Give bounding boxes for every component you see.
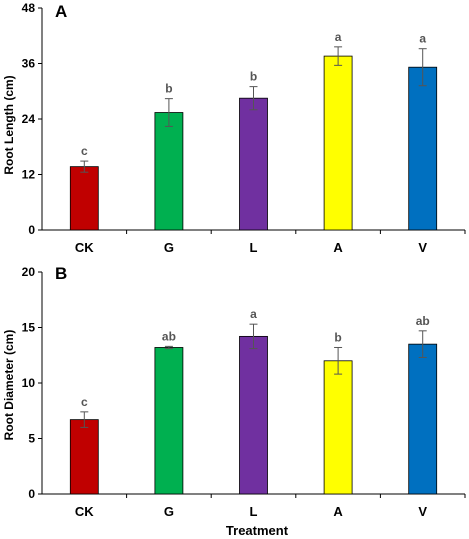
panel-a-bar-g — [154, 112, 184, 231]
panel-a-bar-l — [239, 97, 268, 231]
panel-a-y-tick-label: 12 — [22, 168, 36, 182]
panel-a-y-axis-label: Root Length (cm) — [2, 75, 16, 174]
panel-a-error-bar-v — [418, 48, 427, 87]
panel-a-category-label: CK — [75, 240, 94, 255]
panel-b-significance-label: ab — [416, 314, 430, 328]
panel-a-error-bar-ck — [80, 160, 89, 173]
panel-b-category-label: L — [250, 504, 258, 519]
panel-b-error-bar-a — [334, 346, 343, 375]
panel-b-significance-label: c — [81, 395, 88, 409]
panel-b-category-label: G — [164, 504, 174, 519]
panel-a-bar-ck — [69, 166, 99, 231]
panel-b-error-bar-v — [418, 330, 427, 358]
panel-b-bar-a — [323, 360, 353, 495]
panel-a-significance-label: a — [335, 30, 342, 44]
panel-b-y-tick-label: 20 — [22, 265, 36, 279]
panel-b-y-tick-label: 5 — [28, 432, 35, 446]
panel-b-bar-v — [408, 343, 438, 495]
panel-b-y-tick-label: 0 — [28, 487, 35, 501]
panel-b-error-bar-l — [249, 323, 258, 350]
panel-b-significance-label: a — [250, 307, 257, 321]
panel-a-bar-a — [323, 55, 353, 231]
panel-a-y-tick-label: 24 — [22, 112, 36, 126]
panel-a-significance-label: a — [419, 32, 426, 46]
panel-a-significance-label: b — [165, 82, 172, 96]
panel-b-bar-ck — [69, 419, 99, 495]
panel-a-category-label: V — [418, 240, 427, 255]
panel-a-letter: A — [55, 2, 67, 21]
panel-b-significance-label: b — [334, 330, 341, 344]
panel-a-plot: 0 12 24 36 48 c CK b Gb La Aa V — [22, 1, 466, 255]
panel-a-bar-v — [408, 66, 438, 231]
panel-b-bar-g — [154, 347, 184, 495]
panel-b-y-tick-label: 15 — [22, 321, 36, 335]
panel-b-bar-l — [239, 335, 268, 495]
panel-a-error-bar-l — [249, 86, 258, 111]
panel-a-y-tick-label: 0 — [28, 223, 35, 237]
panel-a-significance-label: c — [81, 144, 88, 158]
panel-a-significance-label: b — [250, 70, 257, 84]
panel-a-category-label: G — [164, 240, 174, 255]
panel-a-error-bar-a — [334, 46, 343, 66]
panel-b-plot: 0 5 10 15 20 c CK ab Ga Lb Aab V — [22, 265, 466, 519]
panel-b-category-label: CK — [75, 504, 94, 519]
panel-a-y-tick-label: 36 — [22, 57, 36, 71]
panel-a-category-label: A — [333, 240, 343, 255]
panel-b-category-label: V — [418, 504, 427, 519]
panel-b-y-tick-label: 10 — [22, 376, 36, 390]
panel-b-y-axis-label: Root Diameter (cm) — [2, 330, 16, 441]
panel-a-category-label: L — [250, 240, 258, 255]
panel-a-error-bar-g — [164, 98, 173, 127]
panel-b-error-bar-g — [164, 345, 173, 350]
panel-b-category-label: A — [333, 504, 343, 519]
panel-b-error-bar-ck — [80, 411, 89, 428]
panel-b-letter: B — [55, 264, 67, 283]
panel-b-x-axis-label: Treatment — [226, 523, 289, 538]
panel-b-significance-label: ab — [162, 329, 176, 343]
panel-a-y-tick-label: 48 — [22, 1, 36, 15]
